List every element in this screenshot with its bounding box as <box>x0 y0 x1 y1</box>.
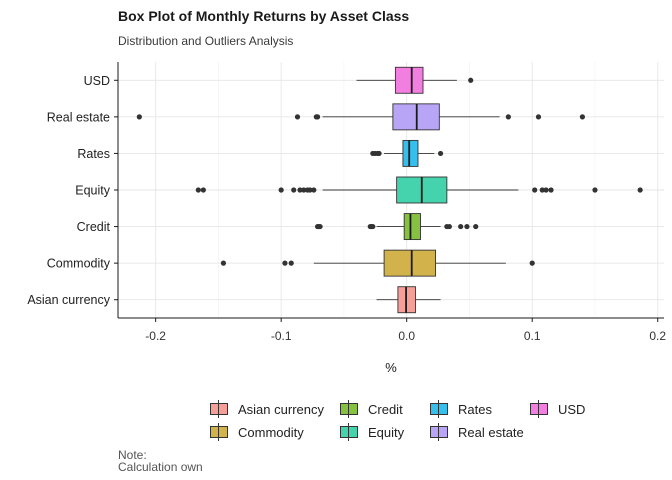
outlier-point <box>294 114 301 120</box>
chart-note: Note: Calculation own <box>118 449 203 473</box>
outlier-point <box>200 187 206 193</box>
y-tick-label: Equity <box>75 184 110 198</box>
x-tick-label: -0.2 <box>145 329 166 343</box>
outlier-point <box>539 187 545 193</box>
outlier-point <box>464 223 470 230</box>
outlier-point <box>446 223 452 230</box>
outlier-point <box>370 223 376 230</box>
box-credit <box>403 213 421 241</box>
outlier-point <box>535 114 542 120</box>
box-commodity <box>383 249 437 277</box>
y-tick-label: Asian currency <box>27 293 110 307</box>
legend-label: Credit <box>368 401 403 417</box>
legend-item-equity: Equity <box>338 423 404 441</box>
y-tick-label: Commodity <box>47 257 111 271</box>
outlier-point <box>220 260 227 266</box>
outlier-point <box>529 260 535 266</box>
chart-title: Box Plot of Monthly Returns by Asset Cla… <box>118 8 410 24</box>
legend-key <box>338 423 360 441</box>
outlier-point <box>297 187 303 193</box>
outlier-point <box>278 187 284 193</box>
legend-key <box>338 400 360 418</box>
legend-item-usd: USD <box>528 400 585 418</box>
x-tick-label: 0.1 <box>524 329 541 343</box>
legend-item-real-estate: Real estate <box>428 423 524 441</box>
outlier-point <box>195 187 201 193</box>
outlier-point <box>637 187 643 193</box>
box-rates <box>402 139 419 167</box>
outlier-point <box>311 187 317 193</box>
legend-key <box>428 423 450 441</box>
legend-item-credit: Credit <box>338 400 403 418</box>
x-axis-title: % <box>385 360 397 375</box>
legend-item-commodity: Commodity <box>208 423 304 441</box>
outlier-point <box>579 114 586 120</box>
x-tick-label: 0.0 <box>398 329 415 343</box>
outlier-point <box>592 187 598 193</box>
outlier-point <box>458 223 464 230</box>
legend-label: Commodity <box>238 424 304 440</box>
y-tick-label: Credit <box>77 220 111 234</box>
outlier-point <box>282 260 288 266</box>
outlier-point <box>468 77 474 83</box>
outlier-point <box>301 187 307 193</box>
outlier-point <box>473 223 479 230</box>
legend-label: USD <box>558 401 586 417</box>
box-usd <box>394 66 424 94</box>
outlier-point <box>543 187 549 193</box>
note-text: Calculation own <box>118 460 203 474</box>
x-tick-label: -0.1 <box>271 329 292 343</box>
y-tick-label: Real estate <box>47 110 110 124</box>
chart-subtitle: Distribution and Outliers Analysis <box>118 34 294 48</box>
outlier-point <box>136 114 142 120</box>
chart-plot: -0.2 -0.1 0.0 0.1 0.2% USD Real estate Rates Equ… <box>27 62 666 375</box>
y-tick-label: Rates <box>77 147 110 161</box>
outlier-point <box>505 114 511 120</box>
outlier-point <box>376 150 382 157</box>
legend-item-asian-currency: Asian currency <box>208 400 324 418</box>
y-tick-label: USD <box>84 74 110 88</box>
outlier-point <box>548 187 554 193</box>
outlier-point <box>288 260 294 266</box>
x-tick-label: 0.2 <box>649 329 666 343</box>
legend-key <box>208 423 230 441</box>
outlier-point <box>532 187 538 193</box>
outlier-point <box>314 114 321 120</box>
legend-key <box>528 400 550 418</box>
note-label: Note: <box>118 448 147 462</box>
legend-label: Asian currency <box>238 401 324 417</box>
legend-label: Equity <box>368 424 405 440</box>
legend-key <box>428 400 450 418</box>
outlier-point <box>437 150 444 157</box>
legend-label: Real estate <box>458 424 524 440</box>
outlier-point <box>307 187 313 193</box>
legend-label: Rates <box>458 401 492 417</box>
legend-item-rates: Rates <box>428 400 492 418</box>
outlier-point <box>317 223 323 230</box>
legend-key <box>208 400 230 418</box>
outlier-point <box>291 187 297 193</box>
